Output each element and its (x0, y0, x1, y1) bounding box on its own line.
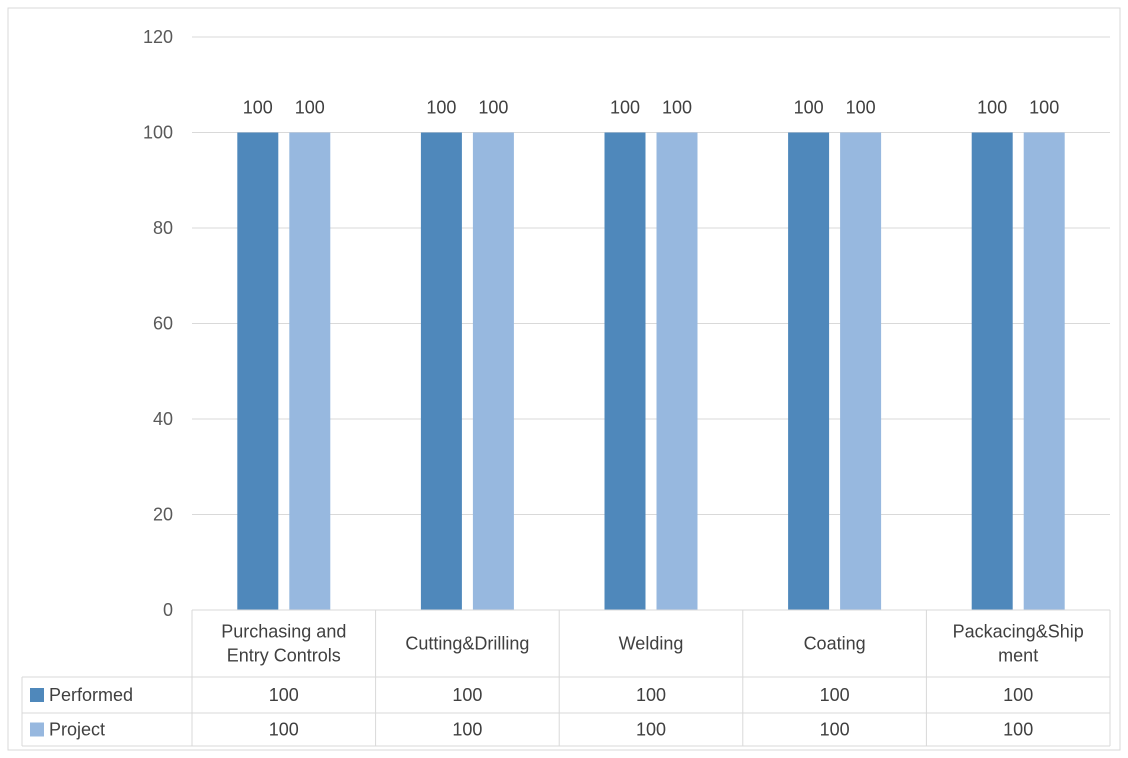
bar-data-label: 100 (610, 98, 640, 118)
bar (1023, 132, 1065, 610)
table-cell-value: 100 (820, 685, 850, 705)
y-tick-label: 100 (143, 123, 173, 143)
legend-key (30, 722, 44, 737)
bar (604, 132, 646, 610)
y-tick-label: 120 (143, 27, 173, 47)
category-label: Coating (804, 634, 866, 654)
data-labels: 100 100 100 100 100 100 100 100 100 100 (243, 98, 1059, 118)
bar (971, 132, 1013, 610)
category-label: ment (998, 646, 1038, 666)
table-cell-value: 100 (452, 720, 482, 740)
bar-data-label: 100 (662, 98, 692, 118)
bar-data-label: 100 (977, 98, 1007, 118)
bar (840, 132, 882, 610)
bar-data-label: 100 (794, 98, 824, 118)
table-cell-value: 100 (636, 685, 666, 705)
category-label: Cutting&Drilling (405, 634, 529, 654)
legend-label: Project (49, 720, 105, 740)
legend-key (30, 688, 44, 702)
bar (289, 132, 331, 610)
bar-data-label: 100 (478, 98, 508, 118)
bar (472, 132, 514, 610)
gridlines (192, 36, 1110, 515)
table-cell-value: 100 (636, 720, 666, 740)
table-cell-value: 100 (820, 720, 850, 740)
chart-border (7, 7, 1121, 751)
bars (237, 132, 1065, 610)
table-cell-value: 100 (1003, 685, 1033, 705)
bar (656, 132, 698, 610)
category-label: Entry Controls (227, 646, 341, 666)
bar-data-label: 100 (846, 98, 876, 118)
y-tick-label: 60 (153, 314, 173, 334)
table-cell-value: 100 (269, 720, 299, 740)
bar-data-label: 100 (243, 98, 273, 118)
category-label: Welding (619, 634, 684, 654)
y-tick-label: 0 (163, 600, 173, 620)
y-tick-label: 80 (153, 218, 173, 238)
bar-data-label: 100 (426, 98, 456, 118)
category-label: Purchasing and (221, 622, 346, 642)
bar (420, 132, 462, 610)
table-cell-value: 100 (1003, 720, 1033, 740)
table-cell-value: 100 (269, 685, 299, 705)
y-tick-label: 40 (153, 409, 173, 429)
bar-data-label: 100 (295, 98, 325, 118)
bar (237, 132, 279, 610)
category-label: Packacing&Ship (953, 622, 1084, 642)
table-cell-value: 100 (452, 685, 482, 705)
y-tick-label: 20 (153, 505, 173, 525)
data-table: Purchasing and Entry Controls Cutting&Dril… (21, 609, 1111, 747)
y-axis: 0 20 40 60 80 100 120 (143, 27, 173, 620)
bar (788, 132, 830, 610)
bar-data-label: 100 (1029, 98, 1059, 118)
legend-label: Performed (49, 685, 133, 705)
